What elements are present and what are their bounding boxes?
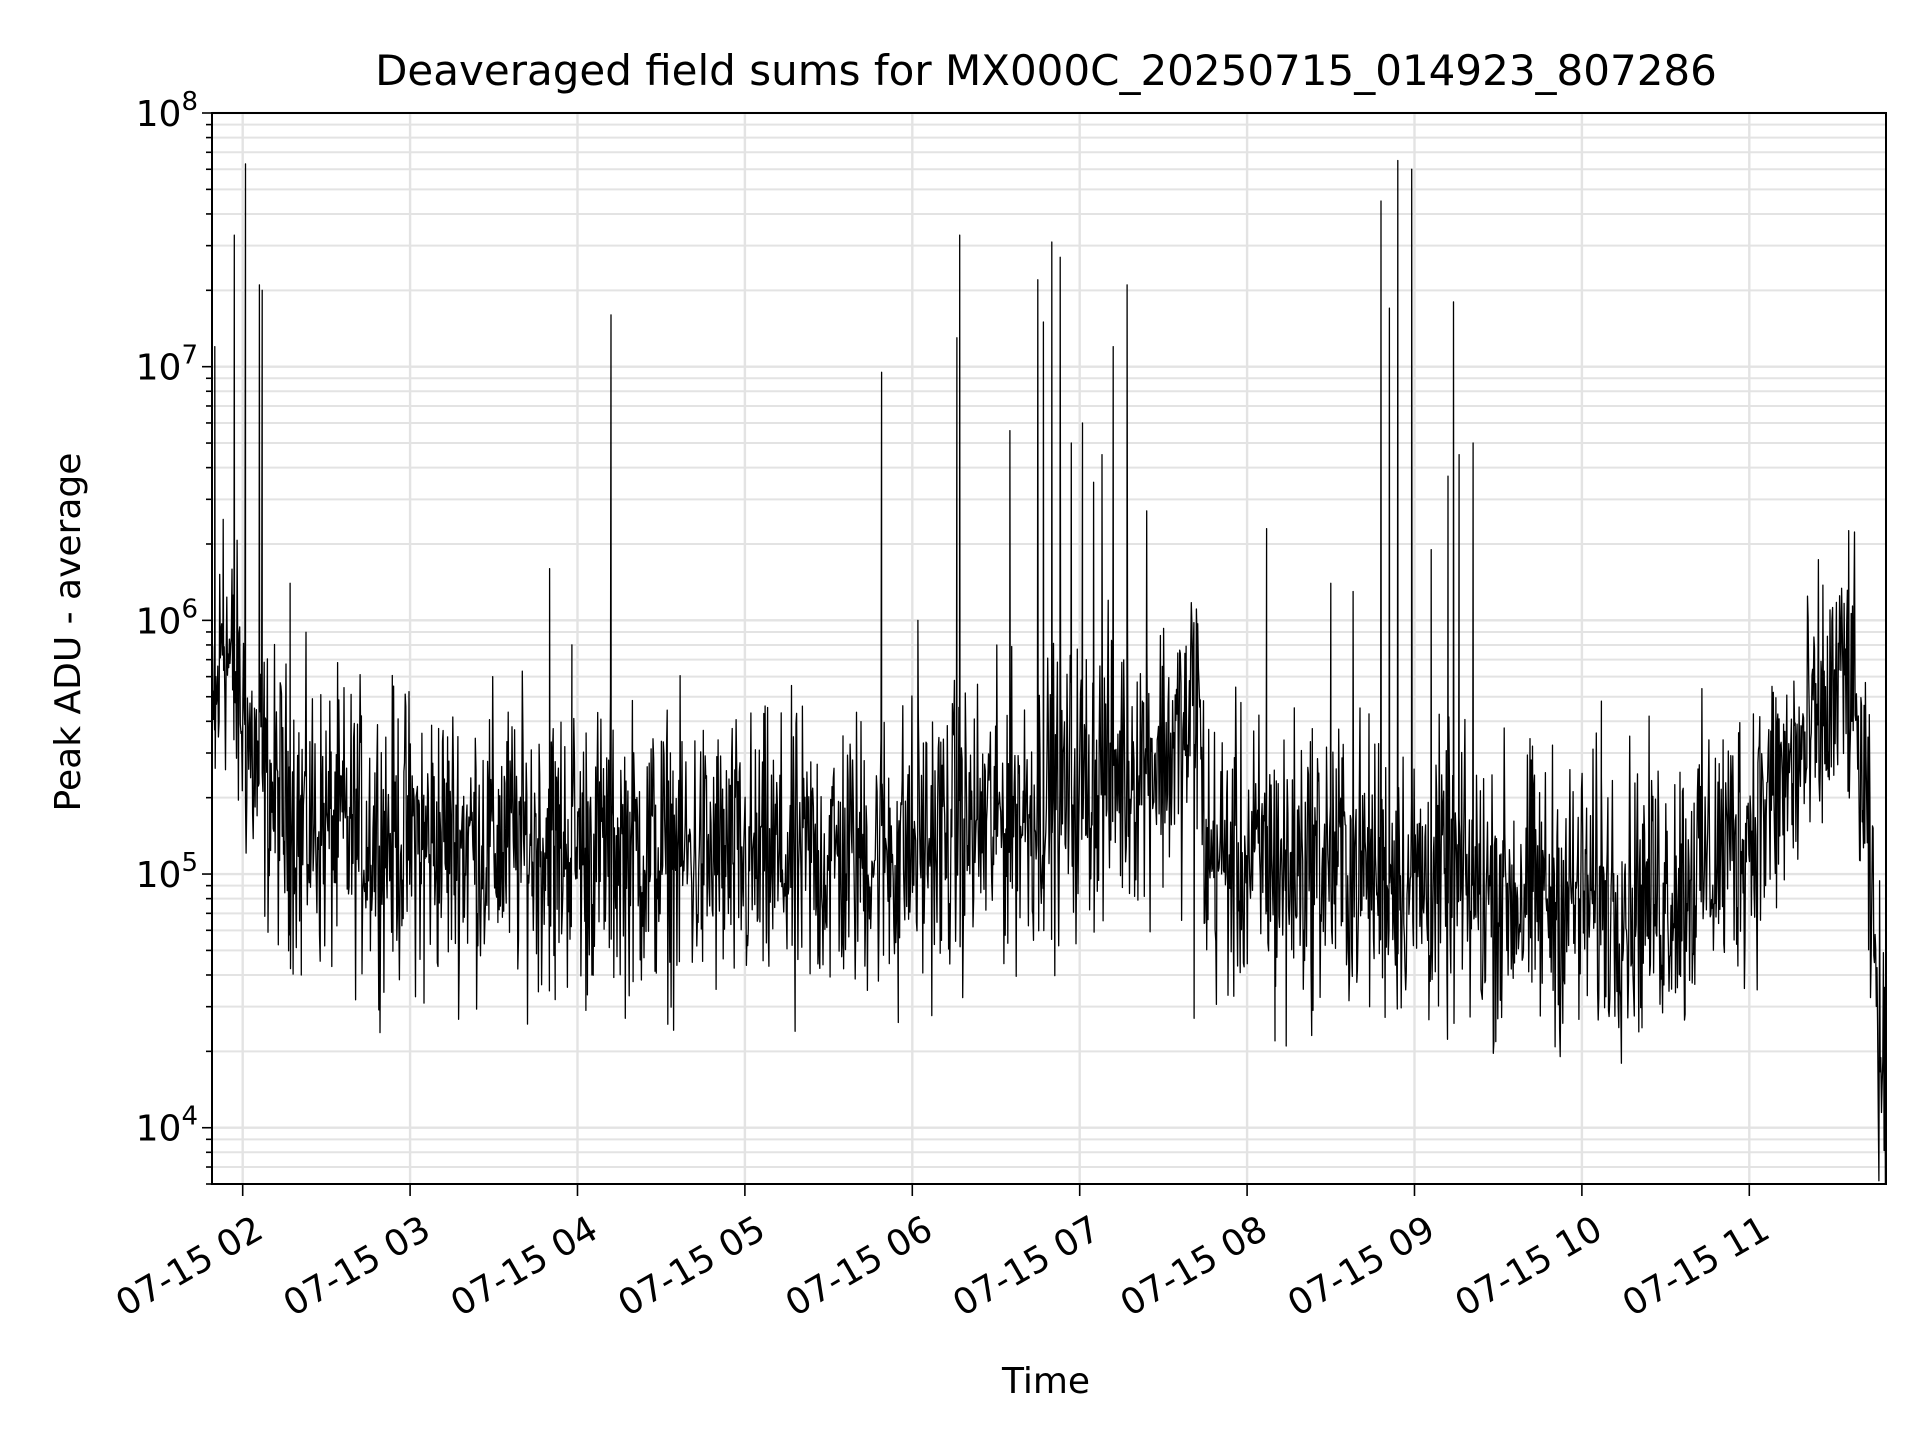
y-tick-base: 10 bbox=[136, 1109, 182, 1150]
y-tick-label: 104 bbox=[136, 1102, 198, 1150]
y-tick-label: 108 bbox=[136, 87, 198, 135]
y-tick-base: 10 bbox=[136, 348, 182, 389]
y-tick-label: 105 bbox=[136, 848, 198, 896]
data-series bbox=[211, 159, 1887, 1185]
y-tick-base: 10 bbox=[136, 855, 182, 896]
y-tick-exponent: 4 bbox=[181, 1102, 198, 1132]
y-tick-base: 10 bbox=[136, 601, 182, 642]
plot-area-frame bbox=[211, 112, 1887, 1185]
x-axis-label: Time bbox=[1001, 1361, 1090, 1402]
y-tick-label: 107 bbox=[136, 341, 198, 389]
y-tick-exponent: 8 bbox=[181, 87, 198, 117]
y-tick-exponent: 6 bbox=[181, 594, 198, 624]
y-tick-exponent: 7 bbox=[181, 341, 198, 371]
series-line bbox=[211, 159, 1887, 1185]
chart-title: Deaveraged field sums for MX000C_2025071… bbox=[375, 46, 1717, 95]
y-tick-label: 106 bbox=[136, 594, 198, 642]
y-tick-exponent: 5 bbox=[181, 848, 198, 878]
y-axis-label: Peak ADU - average bbox=[48, 453, 89, 812]
y-tick-base: 10 bbox=[136, 94, 182, 135]
